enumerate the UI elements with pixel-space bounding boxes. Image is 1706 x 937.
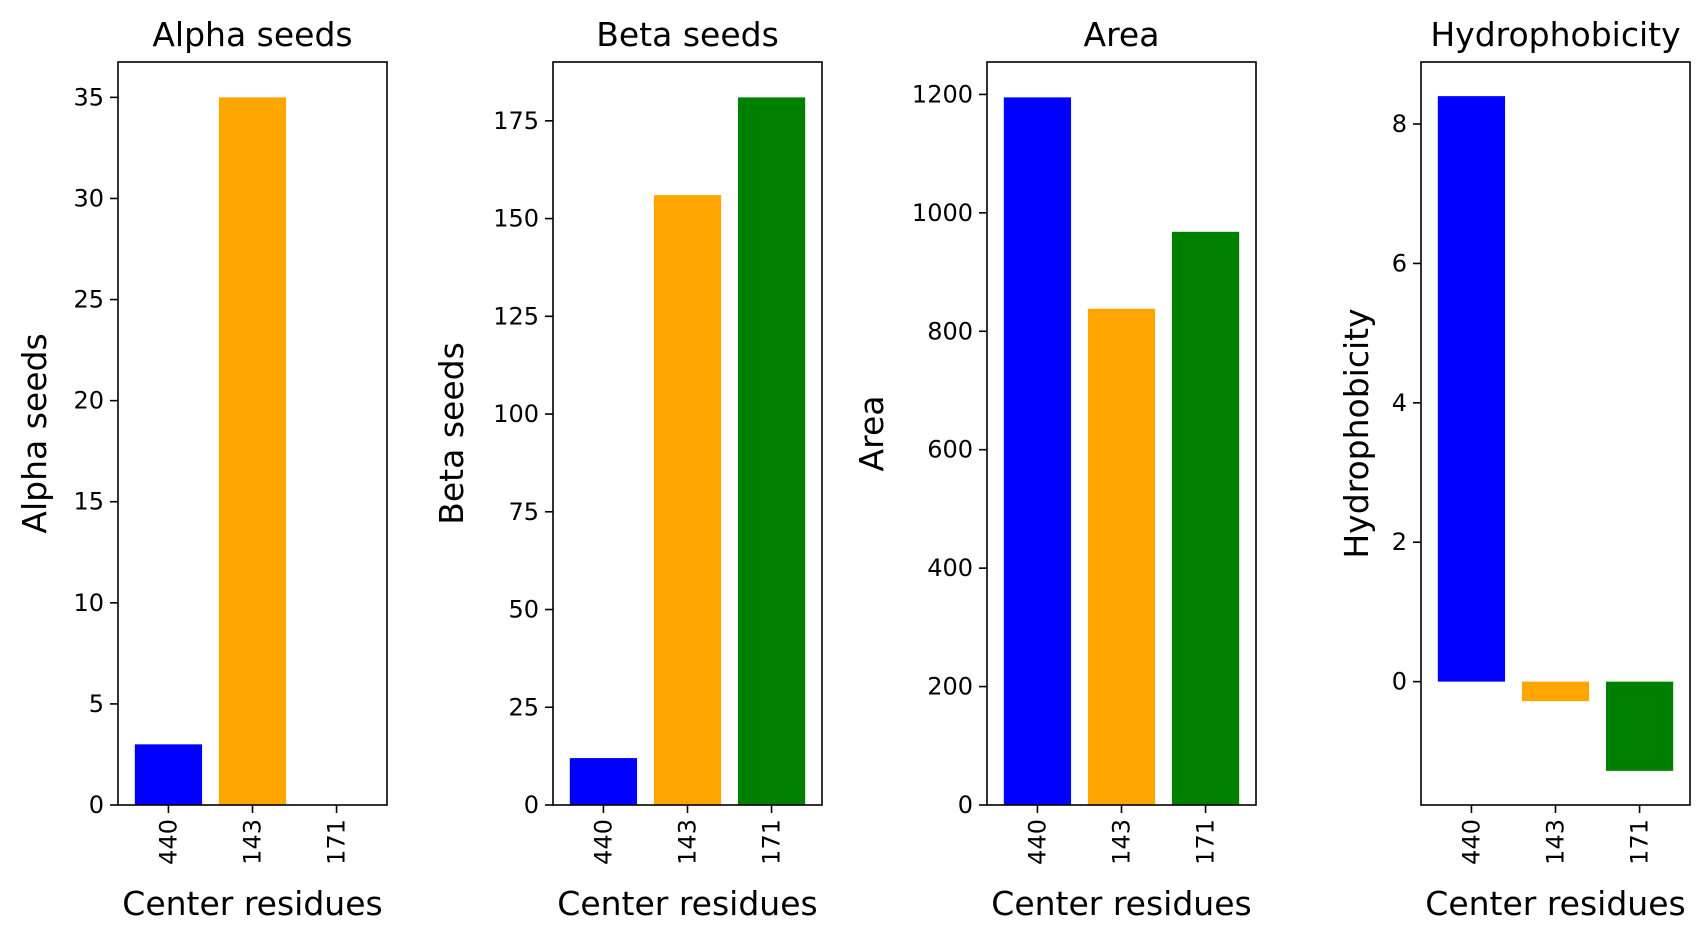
x-tick-label: 171 [1626, 819, 1654, 865]
y-tick-label: 0 [958, 791, 973, 819]
bar-440 [569, 758, 638, 805]
x-tick-label: 143 [1542, 819, 1570, 865]
y-tick-label: 100 [493, 400, 539, 428]
y-tick-label: 8 [1392, 110, 1407, 138]
bar-143 [1521, 681, 1590, 702]
y-tick-label: 10 [73, 589, 104, 617]
y-tick-label: 25 [73, 286, 104, 314]
y-tick-label: 0 [524, 791, 539, 819]
bar-440 [134, 744, 203, 805]
x-tick-label: 440 [589, 819, 617, 865]
y-tick-label: 30 [73, 184, 104, 212]
y-tick-label: 200 [927, 673, 973, 701]
y-tick-label: 400 [927, 554, 973, 582]
x-tick-label: 171 [323, 819, 351, 865]
y-tick-label: 1000 [912, 199, 973, 227]
y-tick-label: 35 [73, 83, 104, 111]
x-tick-label: 171 [1192, 819, 1220, 865]
x-tick-label: 440 [1457, 819, 1485, 865]
chart-title: Alpha seeds [152, 15, 352, 54]
bar-143 [1087, 308, 1156, 805]
y-axis-label: Beta seeds [432, 342, 471, 525]
bar-440 [1003, 97, 1072, 805]
x-tick-label: 143 [239, 819, 267, 865]
bar-143 [218, 97, 287, 805]
x-axis-label: Center residues [122, 884, 382, 923]
y-tick-label: 800 [927, 317, 973, 345]
y-tick-label: 5 [89, 690, 104, 718]
subplot-2: 0 25 50 75 100 125 150 175 440 143 171 Beta seeds Ce… [432, 15, 823, 923]
y-tick-label: 50 [508, 596, 539, 624]
chart-title: Beta seeds [596, 15, 779, 54]
subplot-1: 0 5 10 15 20 25 30 35 440 143 171 Alpha seeds Center… [15, 15, 388, 923]
y-tick-label: 0 [89, 791, 104, 819]
subplot-4: 0 2 4 6 8 440 143 171 Hydrophobicity Center resid… [1337, 15, 1691, 923]
y-tick-label: 15 [73, 488, 104, 516]
x-axis-label: Center residues [991, 884, 1251, 923]
chart-title: Area [1084, 15, 1160, 54]
y-tick-label: 4 [1392, 389, 1407, 417]
chart-title: Hydrophobicity [1430, 15, 1680, 54]
y-tick-label: 125 [493, 302, 539, 330]
x-tick-label: 143 [674, 819, 702, 865]
y-tick-label: 1200 [912, 80, 973, 108]
subplot-3: 0 200 400 600 800 1000 1200 440 143 171 Area Center… [852, 15, 1257, 923]
x-axis-label: Center residues [557, 884, 817, 923]
x-tick-label: 171 [758, 819, 786, 865]
y-tick-label: 2 [1392, 528, 1407, 556]
bar-143 [653, 195, 722, 805]
y-tick-label: 25 [508, 693, 539, 721]
y-axis-label: Alpha seeds [15, 333, 54, 533]
y-tick-label: 150 [493, 205, 539, 233]
bar-171 [737, 97, 806, 805]
bar-171 [1605, 681, 1674, 771]
bar-440 [1437, 96, 1506, 682]
y-axis-label: Hydrophobicity [1337, 308, 1376, 558]
y-tick-label: 175 [493, 107, 539, 135]
y-tick-label: 20 [73, 387, 104, 415]
bar-171 [1171, 231, 1240, 806]
y-tick-label: 0 [1392, 668, 1407, 696]
y-axis-label: Area [852, 396, 891, 472]
y-tick-label: 600 [927, 436, 973, 464]
y-tick-label: 6 [1392, 249, 1407, 277]
x-tick-label: 440 [154, 819, 182, 865]
x-tick-label: 440 [1023, 819, 1051, 865]
x-axis-label: Center residues [1425, 884, 1685, 923]
x-tick-label: 143 [1108, 819, 1136, 865]
y-tick-label: 75 [508, 498, 539, 526]
